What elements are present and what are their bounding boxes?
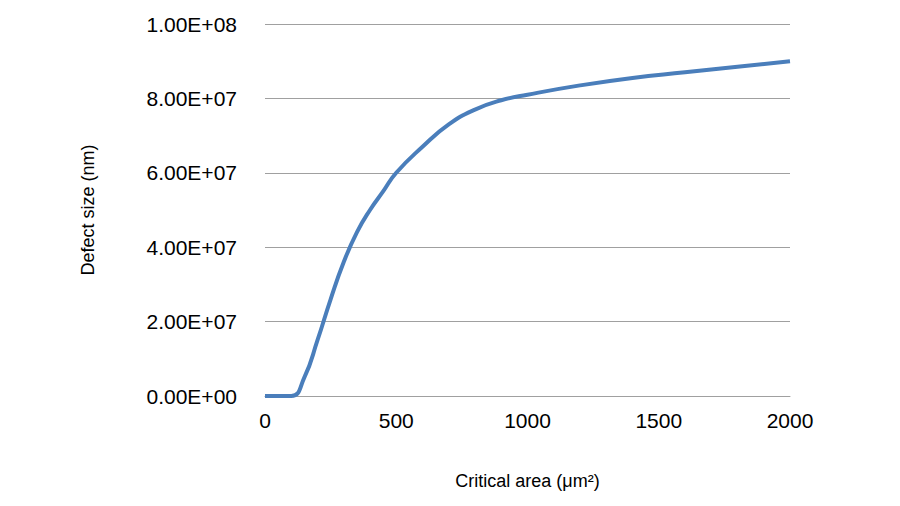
svg-text:6.00E+07: 6.00E+07 [146, 161, 237, 184]
svg-text:2000: 2000 [767, 409, 814, 432]
svg-text:4.00E+07: 4.00E+07 [146, 236, 237, 259]
svg-text:1000: 1000 [504, 409, 551, 432]
svg-text:1500: 1500 [635, 409, 682, 432]
svg-text:2.00E+07: 2.00E+07 [146, 310, 237, 333]
svg-text:Critical area (μm²): Critical area (μm²) [455, 471, 599, 491]
svg-text:8.00E+07: 8.00E+07 [146, 87, 237, 110]
svg-text:1.00E+08: 1.00E+08 [146, 13, 237, 36]
svg-text:Defect size (nm): Defect size (nm) [78, 144, 98, 275]
svg-text:0.00E+00: 0.00E+00 [146, 385, 237, 408]
svg-text:500: 500 [379, 409, 414, 432]
svg-text:0: 0 [259, 409, 271, 432]
